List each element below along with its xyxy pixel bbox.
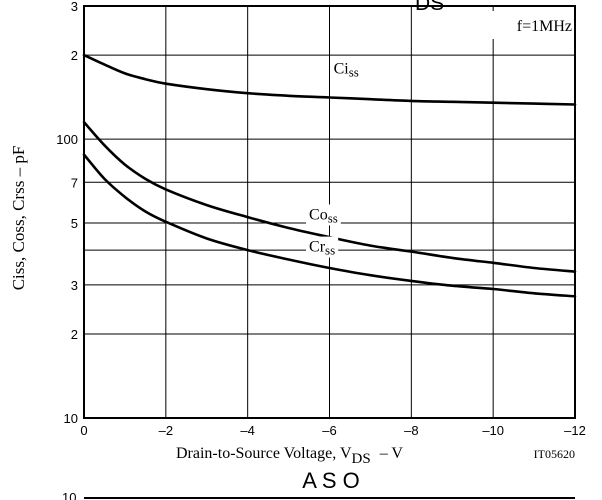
y-tick-label: 100 [56,132,78,147]
series-line-crss [82,153,577,298]
series-line-coss [82,120,577,273]
x-tick-label: –4 [240,423,254,438]
y-tick-label: 7 [71,175,78,190]
top-fragment: DS [415,0,444,15]
series-line-ciss [82,53,577,106]
condition-label: f=1MHz [517,18,572,35]
x-tick-label: –10 [482,423,504,438]
x-tick-label: –12 [564,423,586,438]
tick-labels: 0 –2 –4 –6 –8 –10 –12 3 2 100 7 5 3 2 10 [56,0,586,438]
y-tick-label: 10 [64,411,78,426]
series-label-ciss: Ciss [334,60,359,79]
x-axis-label-unit: – V [379,445,404,462]
x-axis-label-sub: DS [352,451,371,467]
x-tick-label: –8 [404,423,418,438]
y-tick-label: 3 [71,278,78,293]
figure-code: IT05620 [534,447,575,461]
y-tick-label: 2 [71,327,78,342]
series-label-bg [330,58,362,80]
y-tick-label: 3 [71,0,78,14]
series-label-bg [306,236,339,258]
curves [82,53,577,298]
x-tick-label: –2 [159,423,173,438]
x-axis-label: Drain-to-Source Voltage, VDS – V [176,445,403,467]
y-tick-label: 5 [71,216,78,231]
series-label-coss: Coss [309,206,338,225]
y-axis-label: Ciss, Coss, Crss – pF [9,146,28,291]
series-labels: Ciss Coss Crss [306,58,362,258]
x-tick-label: 0 [80,423,87,438]
plot-frame [83,5,576,419]
x-axis-label-main: Drain-to-Source Voltage, V [176,445,352,462]
series-label-crss: Crss [309,239,335,258]
next-chart-title: A S O [302,468,359,493]
next-chart-tick-fragment: 10 [62,490,76,500]
x-tick-label: –6 [322,423,336,438]
condition-box [490,11,574,39]
y-tick-label: 2 [71,48,78,63]
series-label-bg [306,204,341,226]
